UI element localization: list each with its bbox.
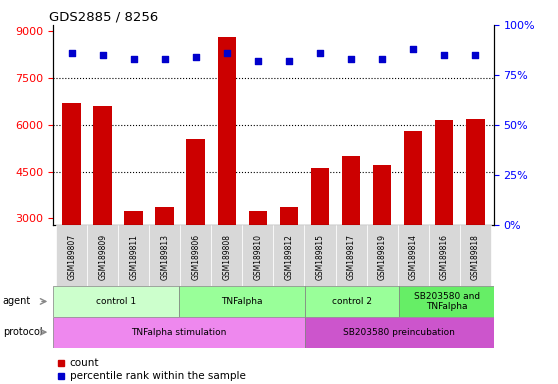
Text: GSM189817: GSM189817 — [347, 234, 355, 280]
Bar — [341, 156, 360, 312]
Text: count: count — [70, 358, 99, 368]
Point — [315, 50, 324, 56]
Bar — [242, 225, 273, 286]
Point — [471, 52, 480, 58]
Bar — [466, 119, 484, 312]
Text: percentile rank within the sample: percentile rank within the sample — [70, 371, 246, 381]
Bar — [400, 286, 494, 317]
Bar — [280, 207, 299, 312]
Bar — [179, 286, 305, 317]
Text: GSM189812: GSM189812 — [285, 234, 294, 280]
Bar — [149, 225, 180, 286]
Point — [223, 50, 232, 56]
Point — [129, 56, 138, 62]
Text: agent: agent — [3, 296, 31, 306]
Bar — [248, 210, 267, 312]
Bar — [435, 120, 454, 312]
Text: GSM189807: GSM189807 — [67, 234, 76, 280]
Bar — [211, 225, 242, 286]
Text: GSM189811: GSM189811 — [129, 234, 138, 280]
Point — [98, 52, 107, 58]
Point — [408, 46, 417, 52]
Text: control 2: control 2 — [332, 297, 372, 306]
Bar — [186, 139, 205, 312]
Text: GSM189816: GSM189816 — [440, 234, 449, 280]
Bar — [180, 225, 211, 286]
Text: GSM189808: GSM189808 — [222, 234, 232, 280]
Bar — [305, 317, 494, 348]
Point — [67, 50, 76, 56]
Bar — [398, 225, 429, 286]
Point — [191, 54, 200, 60]
Text: GSM189809: GSM189809 — [98, 234, 107, 280]
Text: GSM189815: GSM189815 — [315, 234, 325, 280]
Text: GSM189806: GSM189806 — [191, 234, 200, 280]
Bar — [335, 225, 367, 286]
Bar — [53, 317, 305, 348]
Bar — [460, 225, 490, 286]
Bar — [87, 225, 118, 286]
Bar — [429, 225, 460, 286]
Point — [440, 52, 449, 58]
Text: GSM189814: GSM189814 — [408, 234, 417, 280]
Point — [160, 56, 169, 62]
Bar — [305, 286, 400, 317]
Bar — [367, 225, 398, 286]
Bar — [53, 286, 179, 317]
Bar — [62, 103, 81, 312]
Point — [378, 56, 387, 62]
Bar — [311, 169, 329, 312]
Text: SB203580 and
TNFalpha: SB203580 and TNFalpha — [413, 292, 480, 311]
Point — [347, 56, 355, 62]
Bar — [118, 225, 149, 286]
Text: GSM189810: GSM189810 — [253, 234, 262, 280]
Text: GSM189818: GSM189818 — [471, 234, 480, 280]
Point — [253, 58, 262, 64]
Bar — [56, 225, 87, 286]
Text: TNFalpha stimulation: TNFalpha stimulation — [131, 328, 227, 337]
Point — [285, 58, 294, 64]
Text: GSM189813: GSM189813 — [160, 234, 169, 280]
Bar — [218, 38, 236, 312]
Text: GDS2885 / 8256: GDS2885 / 8256 — [49, 11, 158, 24]
Text: TNFalpha: TNFalpha — [221, 297, 263, 306]
Bar — [404, 131, 422, 312]
Text: control 1: control 1 — [96, 297, 136, 306]
Bar — [273, 225, 305, 286]
Bar — [305, 225, 335, 286]
Text: GSM189819: GSM189819 — [378, 234, 387, 280]
Bar — [93, 106, 112, 312]
Bar — [124, 210, 143, 312]
Text: SB203580 preincubation: SB203580 preincubation — [343, 328, 455, 337]
Bar — [156, 207, 174, 312]
Text: protocol: protocol — [3, 327, 42, 337]
Bar — [373, 166, 391, 312]
